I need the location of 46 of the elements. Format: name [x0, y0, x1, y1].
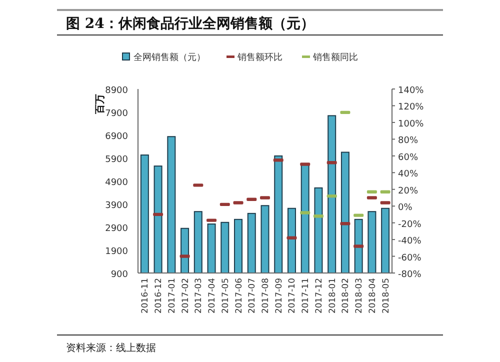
y-tick-label: 3900 [105, 201, 128, 211]
x-tick-label: 2017-10 [288, 278, 298, 314]
x-tick-label: 2016-11 [140, 278, 151, 314]
y2-tick-label: 100% [398, 119, 424, 130]
y2-tick-label: -20% [398, 220, 422, 230]
x-tick-label: 2017-09 [274, 278, 284, 314]
x-tick-label: 2017-03 [194, 278, 204, 314]
y-axis-title: 百万 [95, 94, 106, 115]
y2-tick-label: 0% [398, 203, 413, 214]
legend-label: 全网销售额（元） [134, 52, 206, 63]
x-tick-label: 2017-01 [167, 278, 178, 314]
y-tick-label: 8900 [105, 86, 128, 96]
y-tick-label: 5900 [105, 155, 128, 165]
y-tick-label: 1900 [105, 247, 128, 257]
chart-title: 图 24：休闲食品行业全网销售额（元） [66, 15, 314, 32]
x-tick-label: 2018-02 [341, 278, 352, 314]
y2-tick-label: 140% [398, 86, 424, 96]
text: 资料来源：线上数据 [66, 342, 156, 354]
x-tick-label: 2018-04 [368, 278, 378, 314]
x-tick-label: 2017-07 [248, 278, 258, 314]
y2-tick-label: 40% [398, 170, 418, 180]
y2-tick-label: 20% [398, 186, 418, 196]
y2-tick-label: -80% [398, 270, 422, 280]
y-tick-label: 6900 [105, 132, 128, 142]
x-tick-label: 2018-01 [328, 278, 338, 314]
y2-tick-label: 120% [398, 102, 424, 113]
x-tick-label: 2017-06 [234, 278, 244, 314]
y-tick-label: 2900 [105, 224, 128, 234]
legend-label: 销售额同比 [312, 52, 358, 63]
y2-tick-label: 60% [398, 152, 418, 163]
x-tick-label: 2017-08 [261, 278, 271, 314]
x-tick-label: 2017-05 [220, 278, 231, 314]
legend-label: 销售额环比 [236, 52, 282, 63]
y2-tick-label: 80% [398, 136, 418, 146]
x-tick-label: 2018-03 [354, 278, 365, 314]
y2-tick-label: -60% [398, 253, 422, 264]
y-tick-label: 4900 [105, 178, 128, 188]
y2-tick-label: -40% [398, 236, 422, 247]
x-tick-label: 2016-12 [154, 278, 164, 314]
x-tick-label: 2017-12 [314, 278, 324, 314]
y-tick-label: 900 [110, 270, 128, 280]
y-tick-label: 7900 [105, 109, 128, 119]
x-tick-label: 2017-02 [180, 278, 191, 314]
x-tick-label: 2017-11 [301, 278, 312, 314]
x-tick-label: 2017-04 [208, 278, 218, 314]
x-tick-label: 2018-05 [381, 278, 392, 314]
